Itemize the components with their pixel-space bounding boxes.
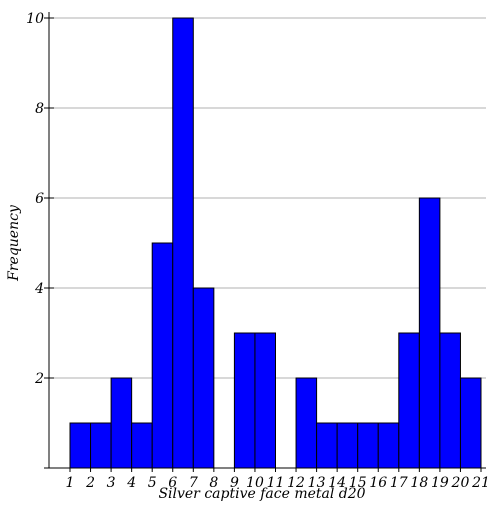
histogram-bar bbox=[151, 242, 174, 469]
histogram-bar bbox=[357, 422, 379, 469]
x-tick-label: 15 bbox=[349, 475, 367, 491]
y-tick-label: 10 bbox=[26, 11, 44, 27]
histogram-bar bbox=[377, 422, 400, 469]
bars bbox=[69, 17, 482, 469]
histogram-bar bbox=[418, 197, 441, 469]
x-tick-label: 12 bbox=[287, 475, 305, 491]
histogram-bar bbox=[316, 422, 338, 469]
histogram-bar bbox=[336, 422, 359, 469]
x-tick-label: 17 bbox=[390, 475, 408, 491]
histogram-bar bbox=[110, 377, 133, 469]
x-tick-label: 9 bbox=[230, 475, 239, 491]
x-tick-label: 5 bbox=[148, 475, 157, 491]
histogram-bar bbox=[398, 332, 420, 469]
x-tick-label: 3 bbox=[107, 475, 116, 491]
x-axis-title: Silver captive face metal d20 bbox=[158, 486, 365, 502]
x-tick-label: 2 bbox=[85, 475, 95, 491]
x-tick-label: 11 bbox=[267, 475, 285, 491]
histogram-bar bbox=[131, 422, 153, 469]
x-tick-label: 19 bbox=[431, 475, 449, 491]
histogram-bar bbox=[459, 377, 482, 469]
x-tick-label: 18 bbox=[410, 475, 428, 491]
histogram-bar bbox=[233, 332, 256, 469]
histogram-bar bbox=[90, 422, 112, 469]
histogram-bar bbox=[439, 332, 461, 469]
x-tick-label: 14 bbox=[328, 475, 346, 491]
x-tick-label: 4 bbox=[126, 475, 136, 491]
x-tick-label: 10 bbox=[246, 475, 264, 491]
x-tick-label: 8 bbox=[209, 475, 218, 491]
x-tick-label: 20 bbox=[451, 475, 470, 491]
histogram-bar bbox=[172, 17, 194, 469]
x-tick-label: 21 bbox=[471, 475, 490, 491]
x-tick-label: 16 bbox=[369, 475, 387, 491]
y-tick-label: 4 bbox=[34, 281, 44, 297]
x-tick-label: 1 bbox=[66, 475, 75, 491]
y-tick-label: 8 bbox=[35, 101, 44, 117]
x-tick-label: 7 bbox=[189, 475, 198, 491]
y-axis-title: Frequency bbox=[6, 204, 22, 282]
y-tick-label: 6 bbox=[35, 191, 44, 207]
histogram-bar bbox=[254, 332, 276, 469]
x-tick-label: 6 bbox=[168, 475, 177, 491]
histogram-bar bbox=[192, 287, 215, 469]
y-tick-label: 2 bbox=[34, 371, 44, 387]
histogram-bar bbox=[295, 377, 318, 469]
histogram-bar bbox=[69, 422, 92, 469]
x-tick-label: 13 bbox=[308, 475, 326, 491]
